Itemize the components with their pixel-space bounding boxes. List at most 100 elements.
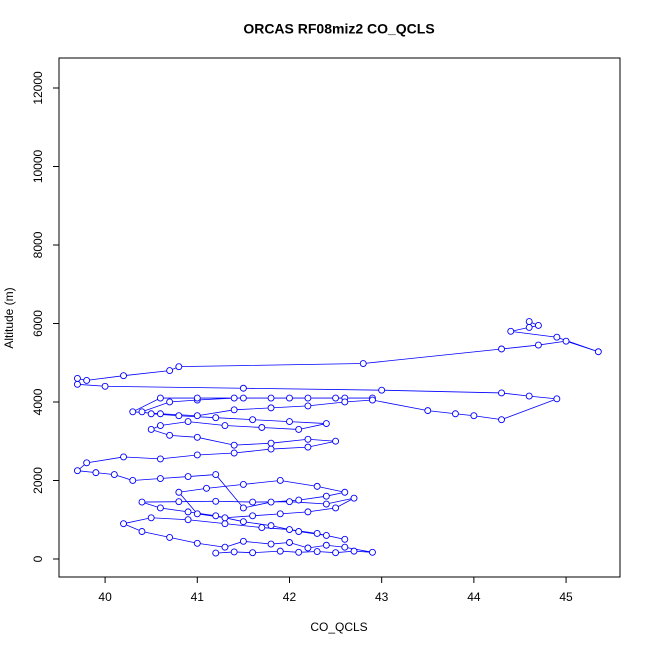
data-point [594,348,602,356]
data-point [276,547,284,555]
data-point [156,455,164,463]
data-point [203,484,210,492]
data-point [193,451,201,459]
data-point [239,480,247,488]
data-point [156,475,164,482]
data-point [332,394,340,402]
data-point [286,539,293,546]
data-point [221,514,229,522]
data-point [313,548,321,555]
data-point [341,398,349,406]
data-point [175,488,183,496]
data-point [267,439,275,447]
plot-box [58,57,621,578]
data-point [129,477,137,484]
data-point [562,337,570,345]
data-point [221,543,229,551]
data-point [239,504,247,512]
data-point [304,443,312,451]
data-point [92,469,100,477]
data-point [332,437,340,445]
data-point [341,488,349,496]
data-point [313,530,321,537]
data-point [120,453,127,461]
data-point [267,394,275,402]
data-point [470,412,478,420]
data-point [230,548,238,556]
x-tick-label: 41 [191,590,205,604]
data-point [258,424,266,431]
data-point [156,422,164,429]
data-point [322,500,330,508]
y-tick-label: 2000 [31,467,45,494]
data-point [295,426,303,433]
data-point [322,492,330,500]
data-point [525,323,533,331]
data-point [212,549,220,557]
y-tick-label: 8000 [31,231,45,258]
data-point [156,504,164,512]
data-point [258,524,266,532]
data-point [230,394,238,402]
data-point [239,394,247,402]
data-point [304,394,312,402]
data-point [156,410,164,418]
y-tick-label: 4000 [31,388,45,415]
data-point [230,449,238,457]
data-point [239,537,247,545]
data-point [451,410,459,418]
data-point [166,431,174,439]
data-point [378,386,386,394]
data-point [267,498,275,506]
data-point [249,498,257,506]
data-point [120,520,127,528]
data-point [304,508,312,516]
data-point [73,467,81,475]
data-point [369,548,376,556]
data-point [498,345,505,353]
data-point [332,549,340,557]
data-point [193,433,201,441]
data-point [553,333,561,341]
data-point [212,512,220,520]
data-point [239,384,247,392]
x-tick-label: 40 [98,590,112,604]
x-tick-label: 44 [467,590,481,604]
data-point [267,540,275,548]
data-point [332,504,340,512]
data-point [341,543,349,551]
data-point [129,408,137,416]
data-point [212,471,220,479]
data-point [184,473,192,481]
data-point [212,497,220,505]
y-tick-label: 10000 [31,149,45,183]
data-point [138,528,146,535]
data-point [138,408,146,416]
data-point [286,418,293,426]
data-point [166,533,174,541]
data-point [369,396,376,404]
data-point [295,548,303,556]
data-point [341,535,349,543]
data-point [424,407,432,415]
data-point [322,420,330,428]
data-point [110,471,118,479]
data-point [83,459,91,467]
data-point [498,389,505,397]
data-point [193,510,201,518]
data-point [193,412,201,420]
y-tick-label: 6000 [31,310,45,337]
data-point [193,539,201,547]
data-point [101,382,109,390]
data-point [350,547,358,555]
data-point [156,394,164,402]
data-point [239,518,247,526]
data-point [120,372,127,380]
x-tick-label: 42 [283,590,297,604]
data-point [359,360,367,367]
data-point [276,510,284,518]
data-point [304,402,312,410]
data-point [184,516,192,524]
